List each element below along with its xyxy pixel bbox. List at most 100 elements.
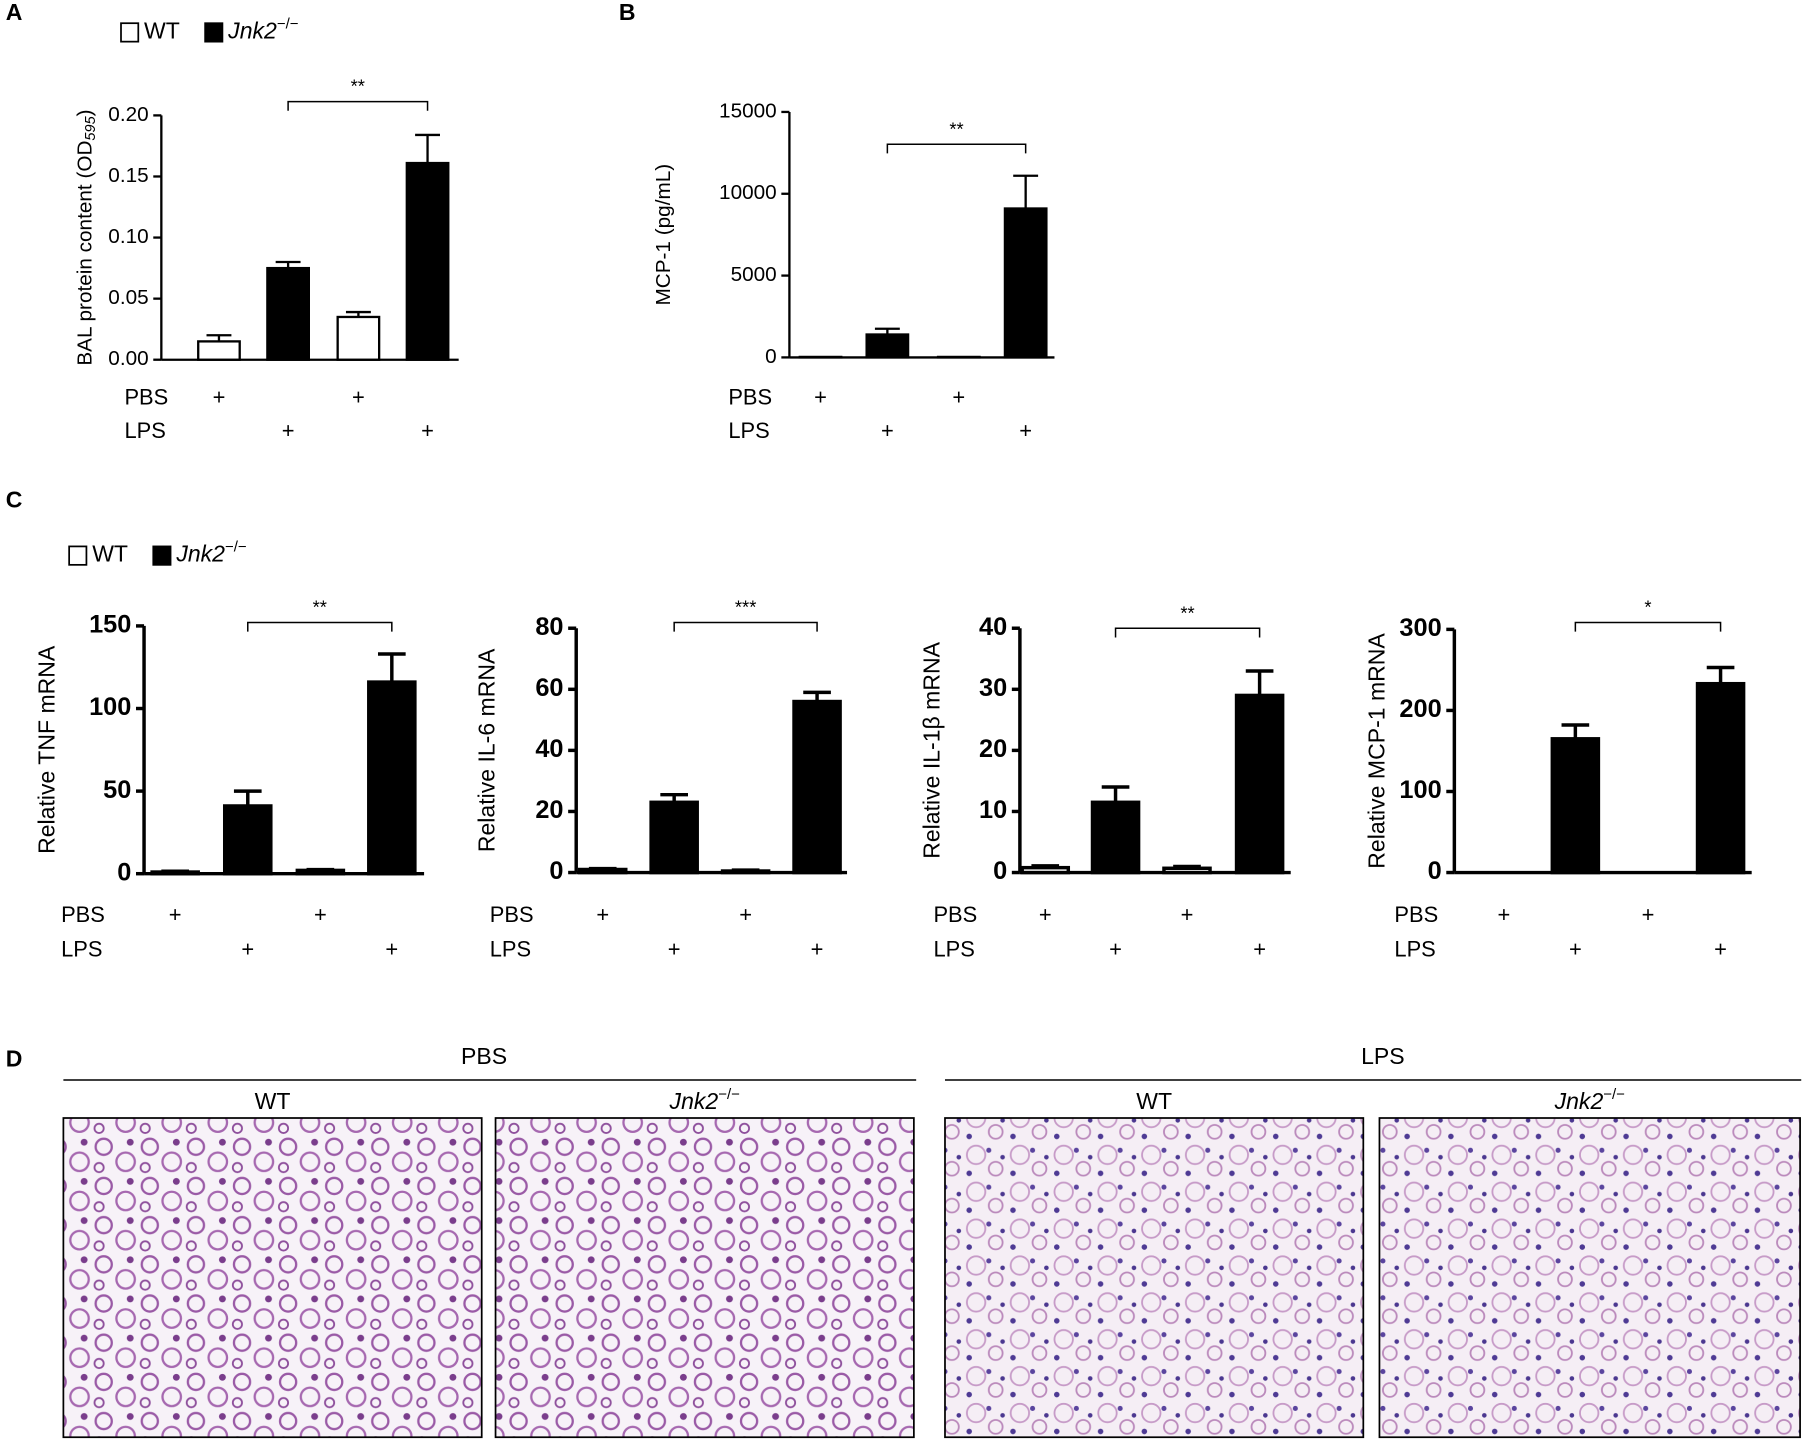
- condition-mark: +: [952, 385, 965, 410]
- histology-image: [62, 1117, 483, 1439]
- legend-swatch: [68, 545, 88, 566]
- significance-bracket: [886, 143, 1027, 154]
- y-tick-label: 0: [117, 858, 131, 886]
- significance-label: ***: [735, 597, 757, 618]
- condition-mark: +: [1498, 902, 1511, 927]
- significance-bracket: [673, 621, 818, 632]
- significance-label: **: [313, 597, 327, 618]
- bar: [1090, 800, 1141, 875]
- panel-label: A: [6, 0, 23, 25]
- condition-label: LPS: [933, 937, 974, 962]
- y-tick-label: 30: [979, 674, 1007, 702]
- bar: [1550, 737, 1601, 875]
- error-bar: [1013, 174, 1039, 209]
- bar: [1162, 866, 1212, 875]
- condition-mark: +: [668, 937, 681, 962]
- y-axis-title: MCP-1 (pg/mL): [652, 164, 675, 306]
- error-bar: [233, 789, 262, 806]
- image-label: WT: [1136, 1088, 1172, 1114]
- legend-swatch: [120, 22, 140, 43]
- condition-mark: +: [881, 418, 894, 443]
- condition-mark: +: [282, 418, 295, 443]
- condition-label: PBS: [490, 902, 534, 927]
- condition-label: LPS: [728, 418, 769, 443]
- condition-mark: +: [1569, 937, 1582, 962]
- y-tick-label: 50: [103, 776, 131, 804]
- image-label-text: WT: [1136, 1088, 1172, 1114]
- condition-mark: +: [213, 385, 226, 410]
- panel-label: D: [6, 1045, 23, 1071]
- condition-mark: +: [739, 902, 752, 927]
- y-axis-title-end: ): [74, 109, 97, 116]
- condition-label: LPS: [490, 937, 531, 962]
- condition-mark: +: [421, 418, 434, 443]
- y-tick-label: 0: [993, 857, 1007, 885]
- y-tick-label: 20: [535, 796, 563, 824]
- image-label-text: WT: [255, 1088, 291, 1114]
- error-bar: [1245, 669, 1274, 696]
- bar: [405, 161, 450, 361]
- y-tick-label: 0.00: [108, 347, 148, 370]
- y-axis-title-sub: 595: [83, 115, 99, 140]
- bar: [266, 266, 311, 361]
- condition-mark: +: [385, 937, 398, 962]
- y-tick-label: 15000: [719, 99, 777, 122]
- bar: [649, 800, 699, 875]
- image-label-superscript: −/−: [718, 1086, 740, 1103]
- legend-text: Jnk2: [175, 541, 225, 567]
- condition-mark: +: [352, 385, 365, 410]
- bar: [1003, 207, 1048, 359]
- y-axis-title: Relative MCP-1 mRNA: [1363, 633, 1389, 869]
- image-label-text: Jnk2: [669, 1088, 719, 1114]
- error-bar: [1101, 785, 1130, 803]
- y-axis-title-text: Relative MCP-1 mRNA: [1363, 633, 1389, 869]
- significance-bracket: [287, 100, 429, 111]
- bar: [150, 870, 200, 876]
- bar: [792, 699, 842, 875]
- condition-label: LPS: [1394, 937, 1435, 962]
- condition-label: PBS: [1394, 902, 1438, 927]
- y-axis-title-text: Relative IL-6 mRNA: [474, 648, 500, 852]
- y-tick-label: 150: [89, 611, 131, 639]
- bar: [865, 333, 910, 359]
- bar: [1234, 693, 1285, 875]
- legend-label: Jnk2−/−: [175, 539, 247, 567]
- condition-label: PBS: [933, 902, 977, 927]
- significance-bracket: [1574, 621, 1722, 632]
- condition-mark: +: [814, 385, 827, 410]
- error-bar: [415, 133, 440, 164]
- legend-label: Jnk2−/−: [227, 15, 299, 43]
- significance-label: **: [1180, 602, 1194, 623]
- legend-swatch: [204, 22, 224, 43]
- condition-label: PBS: [728, 385, 772, 410]
- y-axis-title: Relative TNF mRNA: [33, 645, 59, 854]
- group-label: LPS: [1361, 1043, 1405, 1069]
- y-axis-title: Relative IL-1β mRNA: [919, 641, 945, 858]
- bar: [295, 868, 346, 876]
- significance-bracket: [1114, 627, 1261, 638]
- y-tick-label: 100: [89, 693, 131, 721]
- image-label: WT: [255, 1088, 291, 1114]
- y-tick-label: 0: [765, 345, 777, 368]
- image-label-superscript: −/−: [1603, 1086, 1625, 1103]
- condition-mark: +: [1039, 902, 1052, 927]
- significance-label: **: [351, 76, 365, 97]
- y-tick-label: 0.15: [108, 164, 148, 187]
- y-axis-title-text: MCP-1 (pg/mL): [652, 164, 675, 306]
- condition-mark: +: [1253, 937, 1266, 962]
- significance-label: **: [949, 118, 963, 139]
- y-tick-label: 0.05: [108, 286, 148, 309]
- condition-label: LPS: [124, 418, 165, 443]
- image-label: Jnk2−/−: [669, 1086, 741, 1114]
- condition-mark: +: [1109, 937, 1122, 962]
- bar: [197, 340, 241, 361]
- y-tick-label: 60: [535, 674, 563, 702]
- y-tick-label: 100: [1399, 776, 1441, 804]
- legend-text: WT: [92, 541, 128, 567]
- y-tick-label: 40: [979, 613, 1007, 641]
- condition-mark: +: [241, 937, 254, 962]
- condition-label: PBS: [61, 902, 105, 927]
- legend-superscript: −/−: [277, 15, 299, 32]
